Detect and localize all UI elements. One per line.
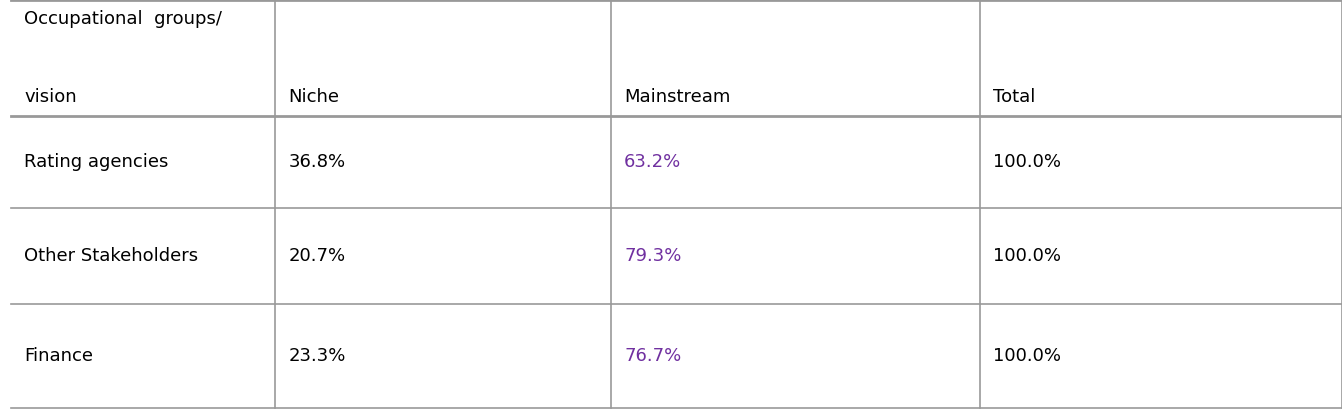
Text: Finance: Finance bbox=[24, 347, 93, 365]
Text: 63.2%: 63.2% bbox=[624, 153, 682, 171]
Text: 23.3%: 23.3% bbox=[289, 347, 346, 365]
Text: 36.8%: 36.8% bbox=[289, 153, 346, 171]
Text: Occupational  groups/: Occupational groups/ bbox=[24, 10, 223, 28]
Text: vision: vision bbox=[24, 88, 76, 106]
Text: 76.7%: 76.7% bbox=[624, 347, 682, 365]
Text: 100.0%: 100.0% bbox=[993, 247, 1062, 265]
Text: 100.0%: 100.0% bbox=[993, 153, 1062, 171]
Text: 79.3%: 79.3% bbox=[624, 247, 682, 265]
Text: 100.0%: 100.0% bbox=[993, 347, 1062, 365]
Text: Mainstream: Mainstream bbox=[624, 88, 730, 106]
Text: Niche: Niche bbox=[289, 88, 340, 106]
Text: Other Stakeholders: Other Stakeholders bbox=[24, 247, 199, 265]
Text: 20.7%: 20.7% bbox=[289, 247, 346, 265]
Text: Rating agencies: Rating agencies bbox=[24, 153, 169, 171]
Text: Total: Total bbox=[993, 88, 1036, 106]
